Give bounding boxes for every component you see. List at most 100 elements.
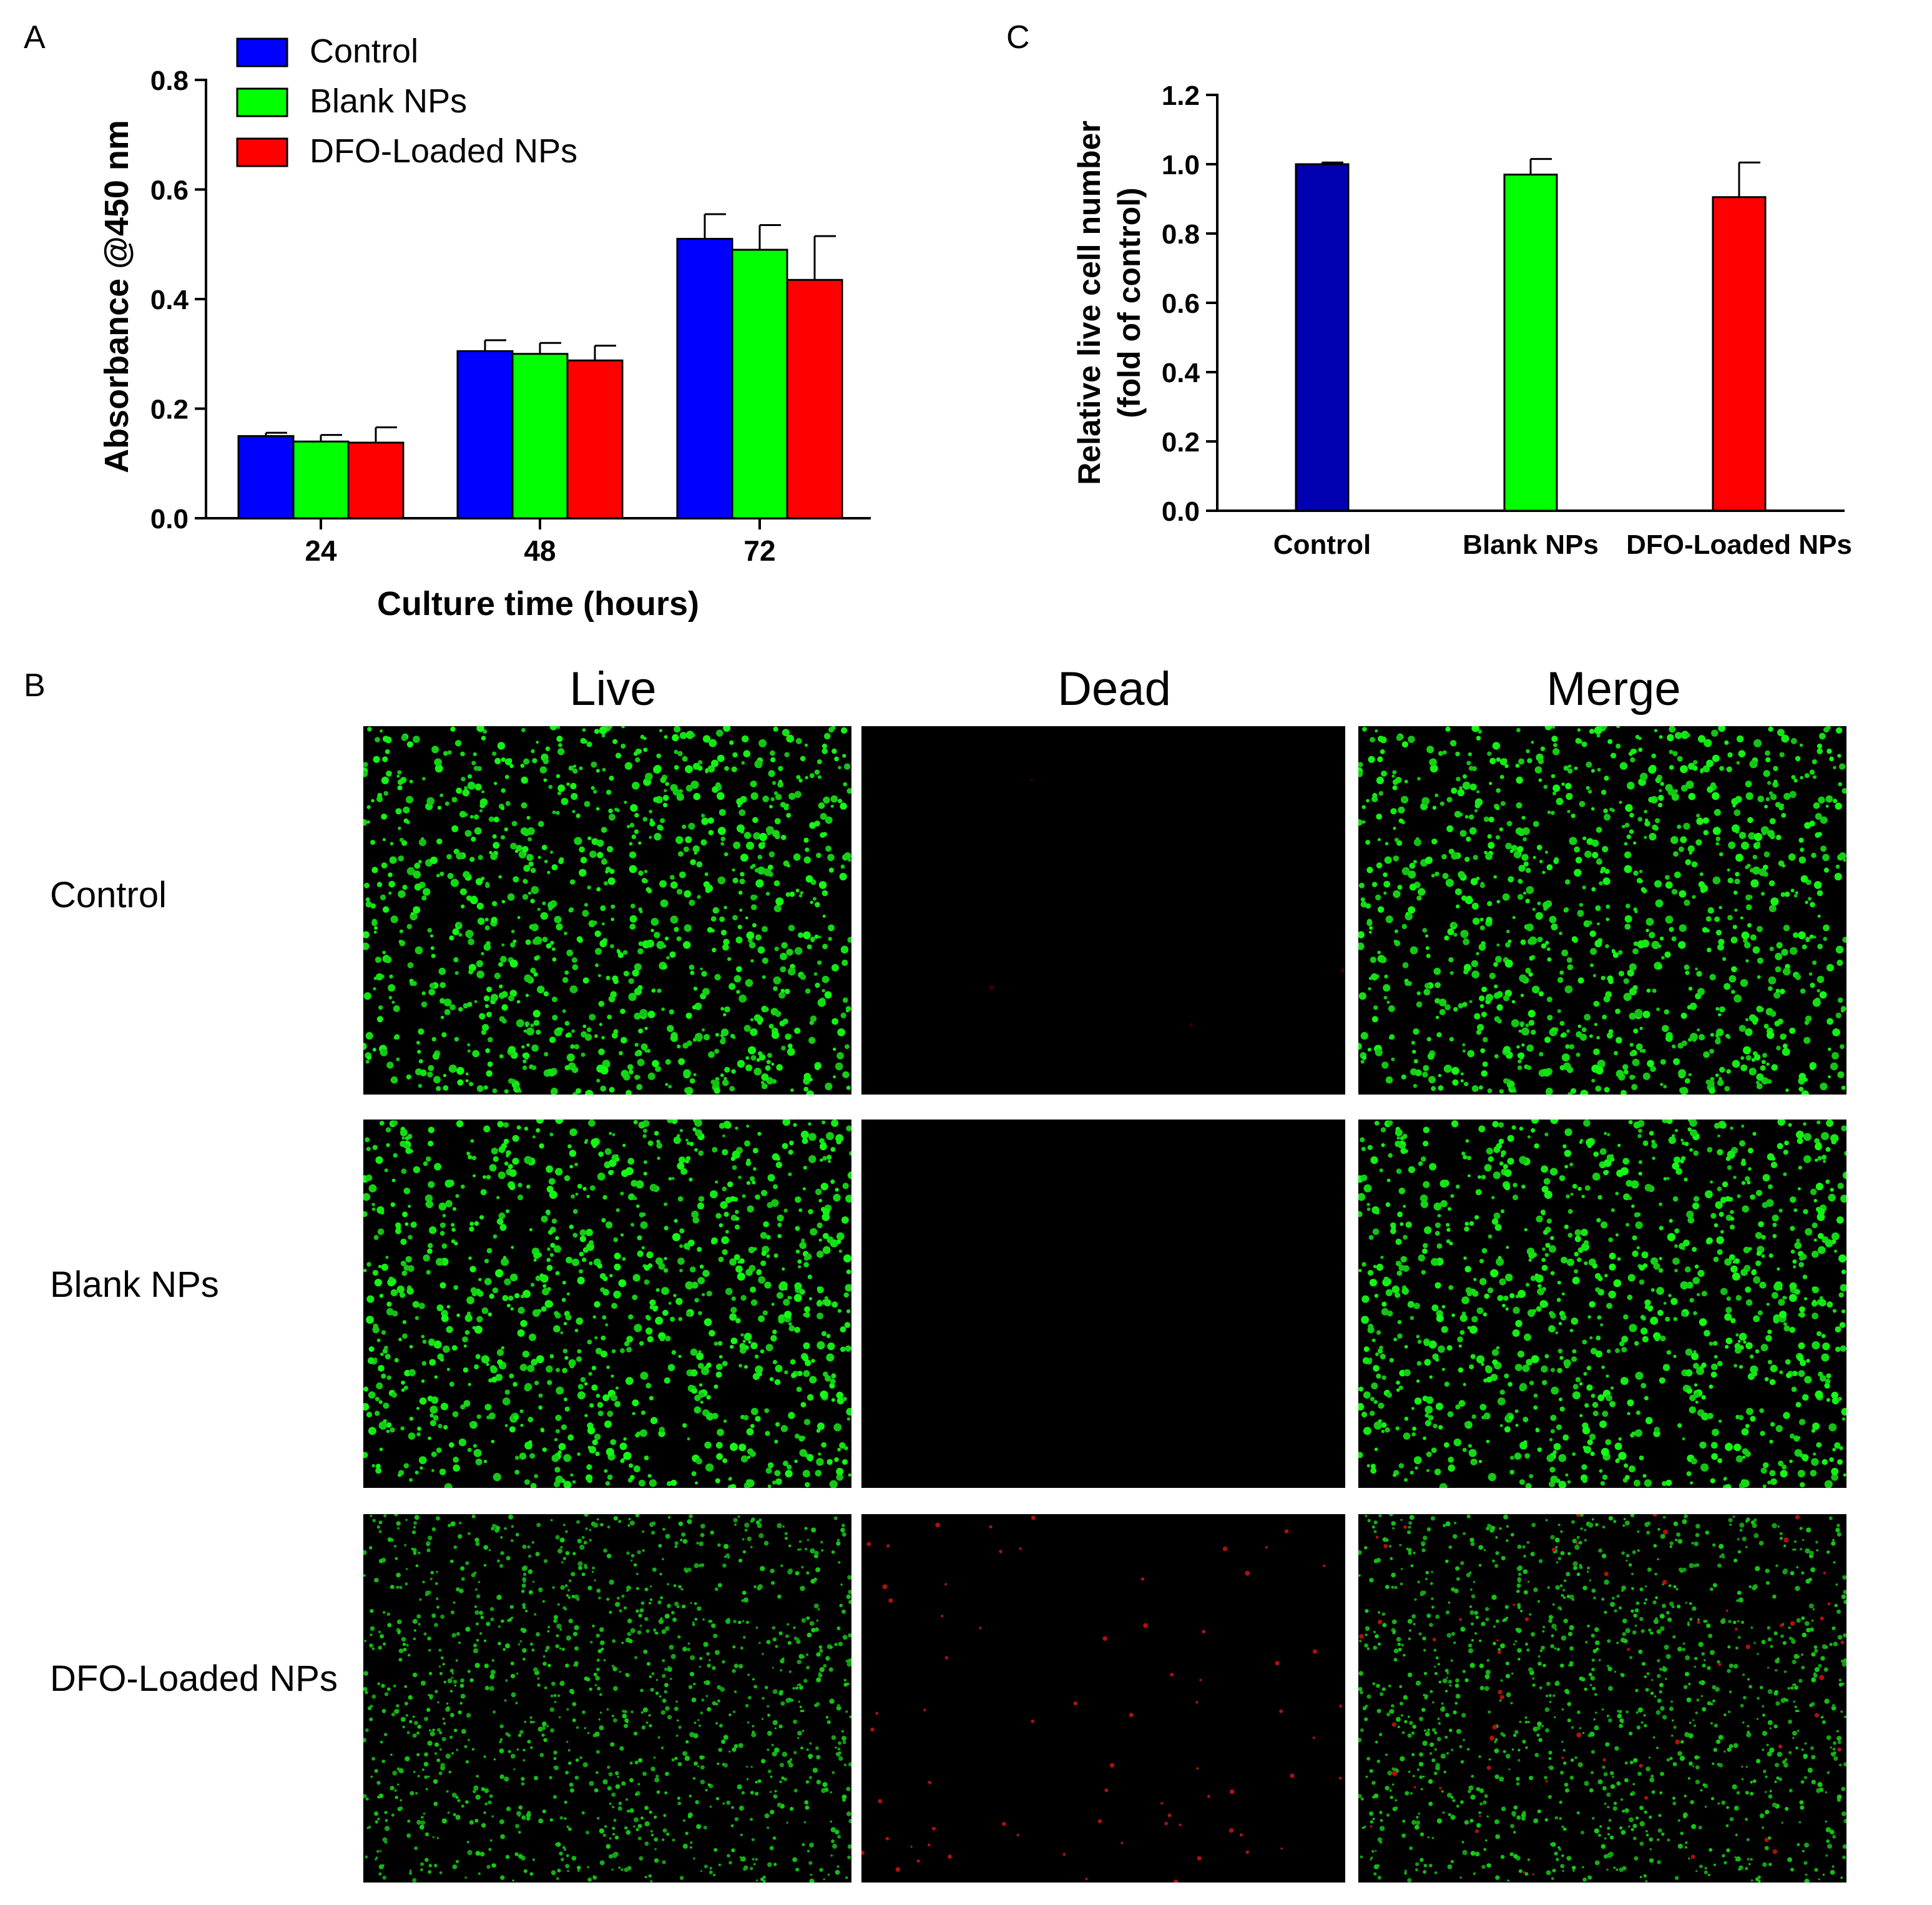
live-cell <box>1797 1355 1804 1362</box>
live-cell <box>1738 1415 1744 1420</box>
live-cell <box>670 1479 677 1486</box>
live-cell <box>1459 830 1467 837</box>
live-cell <box>587 1339 592 1345</box>
live-cell <box>490 993 499 1002</box>
live-cell <box>682 1604 686 1608</box>
live-cell <box>695 1458 702 1465</box>
live-cell <box>1381 1308 1389 1316</box>
live-cell <box>1493 875 1497 879</box>
live-cell <box>1819 1296 1823 1301</box>
live-cell <box>437 1353 444 1360</box>
live-cell <box>1540 746 1546 751</box>
live-cell <box>1801 1090 1809 1095</box>
live-cell <box>1660 1083 1664 1086</box>
live-cell <box>474 1537 479 1542</box>
live-cell <box>430 1571 434 1575</box>
live-cell <box>546 1186 554 1193</box>
live-cell <box>1603 1169 1609 1176</box>
live-cell <box>1566 957 1572 963</box>
live-cell <box>1503 1046 1511 1054</box>
live-cell <box>1640 887 1646 892</box>
live-cell <box>435 1582 438 1585</box>
live-cell <box>439 872 444 877</box>
live-cell <box>1637 1134 1642 1138</box>
live-cell <box>685 1281 694 1290</box>
live-cell <box>752 1678 755 1681</box>
live-cell <box>1478 995 1485 1002</box>
live-cell <box>1686 733 1690 737</box>
live-cell <box>649 1396 654 1400</box>
live-cell <box>649 1479 657 1487</box>
live-cell <box>431 1036 436 1041</box>
live-cell <box>1559 1065 1566 1071</box>
live-cell <box>689 1078 695 1084</box>
live-cell <box>816 1755 821 1760</box>
live-cell <box>1581 1464 1587 1470</box>
live-cell <box>1414 1397 1422 1405</box>
live-cell <box>641 1212 646 1217</box>
live-cell <box>1752 1269 1757 1274</box>
live-cell <box>1770 1422 1775 1427</box>
live-cell <box>796 775 801 780</box>
live-cell <box>549 850 554 854</box>
live-cell <box>1748 1068 1757 1076</box>
live-cell <box>746 931 755 940</box>
live-cell <box>762 957 768 964</box>
live-cell <box>596 769 600 773</box>
live-cell <box>828 1159 831 1163</box>
live-cell <box>389 974 393 979</box>
live-cell <box>627 1632 632 1637</box>
live-cell <box>554 1311 559 1316</box>
live-cell <box>1365 840 1371 845</box>
live-cell <box>826 1353 835 1362</box>
live-cell <box>1441 1367 1445 1371</box>
live-cell <box>462 1336 468 1342</box>
live-cell <box>1416 991 1421 995</box>
live-cell <box>1608 1291 1616 1299</box>
live-cell <box>542 1284 547 1288</box>
live-cell <box>1395 1292 1401 1298</box>
live-cell <box>469 1266 476 1272</box>
live-cell <box>744 1140 750 1147</box>
live-cell <box>704 872 709 877</box>
live-cell <box>626 1347 632 1353</box>
live-cell <box>646 939 655 948</box>
live-cell <box>625 1090 632 1095</box>
live-cell <box>1674 1129 1679 1133</box>
live-cell <box>666 956 670 960</box>
live-cell <box>1471 1085 1479 1092</box>
live-cell <box>1435 1015 1439 1020</box>
live-cell <box>809 1843 814 1848</box>
live-cell <box>1797 1138 1803 1144</box>
live-cell <box>1547 1015 1553 1021</box>
live-cell <box>1733 994 1742 1003</box>
live-cell <box>1800 847 1805 852</box>
live-cell <box>1582 1477 1587 1484</box>
live-cell <box>632 1294 638 1301</box>
live-cell <box>1795 974 1802 980</box>
live-cell <box>755 1781 758 1784</box>
live-cell <box>743 1025 751 1032</box>
live-cell <box>640 1601 645 1605</box>
live-cell <box>649 820 655 827</box>
live-cell <box>1507 1158 1514 1165</box>
live-cell <box>413 1770 416 1773</box>
live-cell <box>428 988 436 996</box>
live-cell <box>830 1179 835 1184</box>
live-cell <box>1567 764 1572 768</box>
live-cell <box>525 993 529 997</box>
live-cell <box>749 1176 755 1182</box>
live-cell <box>662 1673 666 1678</box>
live-cell <box>731 1296 736 1301</box>
live-cell <box>1460 1072 1464 1076</box>
live-cell <box>408 1369 416 1377</box>
live-cell <box>1552 748 1560 756</box>
live-cell <box>1374 1294 1379 1298</box>
live-cell <box>1780 892 1786 897</box>
live-cell <box>1770 897 1779 906</box>
live-cell <box>659 880 667 888</box>
live-cell <box>1663 1177 1667 1181</box>
live-cell <box>1819 991 1827 999</box>
live-cell <box>421 1361 427 1366</box>
live-cell <box>797 1259 802 1264</box>
